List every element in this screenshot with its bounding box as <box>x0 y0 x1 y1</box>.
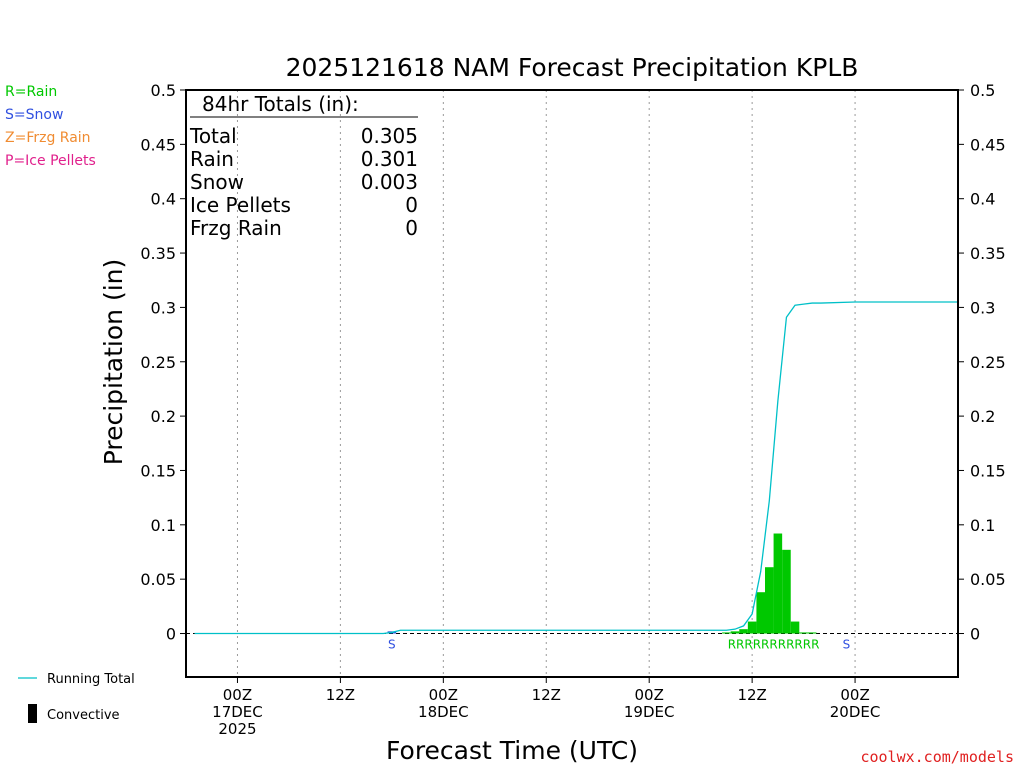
y-tick-label: 0.1 <box>970 516 995 535</box>
precip-type-legend-item: R=Rain <box>5 84 57 100</box>
totals-row-label: Ice Pellets <box>190 193 291 217</box>
y-tick-label: 0.15 <box>140 461 176 480</box>
precip-type-legend: R=Rain S=Snow Z=Frzg Rain P=Ice Pellets <box>5 84 96 169</box>
precip-bar <box>807 632 817 634</box>
precip-type-label: S <box>388 638 396 652</box>
grid-lines <box>236 90 856 677</box>
x-tick-label: 00Z <box>223 686 252 704</box>
precip-bar <box>739 629 748 634</box>
x-tick-label: 2025 <box>218 720 256 738</box>
precip-bar <box>773 533 783 634</box>
y-axis-label: Precipitation (in) <box>99 259 128 466</box>
x-tick-label: 00Z <box>429 686 458 704</box>
precip-type-legend-item: S=Snow <box>5 107 63 123</box>
precip-bar <box>722 632 731 634</box>
y-tick-label: 0.5 <box>970 81 995 100</box>
precip-type-labels: S RRRRRRRRRRR S <box>388 638 850 652</box>
precip-bar <box>747 621 757 634</box>
x-tick-label: 00Z <box>840 686 869 704</box>
y-tick-label: 0.4 <box>970 190 995 209</box>
y-tick-label: 0.5 <box>151 81 176 100</box>
totals-row-value: 0.003 <box>361 170 418 194</box>
x-tick-label: 20DEC <box>830 703 881 721</box>
y-tick-label: 0.25 <box>140 353 176 372</box>
totals-row-value: 0.301 <box>361 147 418 171</box>
y-tick-label: 0.25 <box>970 353 1006 372</box>
x-tick-label: 18DEC <box>418 703 469 721</box>
precip-bar <box>782 549 791 634</box>
totals-row-value: 0 <box>405 216 418 240</box>
y-tick-label: 0.3 <box>151 298 176 317</box>
x-tick-label: 00Z <box>635 686 664 704</box>
y-tick-label: 0.45 <box>140 135 176 154</box>
precip-type-legend-item: Z=Frzg Rain <box>5 130 91 146</box>
y-tick-label: 0.35 <box>970 244 1006 263</box>
y-tick-label: 0.1 <box>151 516 176 535</box>
x-axis-label: Forecast Time (UTC) <box>386 736 638 765</box>
precip-bar <box>756 592 765 634</box>
x-tick-label: 17DEC <box>212 703 263 721</box>
legend-item-label: Running Total <box>47 672 135 687</box>
y-tick-label: 0.05 <box>140 570 176 589</box>
credit-text: coolwx.com/models <box>860 748 1014 766</box>
precip-bar <box>765 567 774 634</box>
y-tick-label: 0.2 <box>151 407 176 426</box>
y-tick-label: 0.35 <box>140 244 176 263</box>
y-tick-label: 0.45 <box>970 135 1006 154</box>
totals-box: 84hr Totals (in): Total 0.305 Rain 0.301 Snow… <box>189 92 418 240</box>
x-tick-label: 12Z <box>532 686 561 704</box>
legend-item-label: Convective <box>47 708 120 723</box>
y-axis-right: 0 0.05 0.1 0.15 0.2 0.25 0.3 0.35 0.4 0.45 0.5 <box>958 81 1006 644</box>
precip-type-label: RRRRRRRRRRR <box>728 638 820 652</box>
totals-row-label: Total <box>189 124 237 148</box>
x-tick-label: 12Z <box>326 686 355 704</box>
y-axis-left: 0 0.05 0.1 0.15 0.2 0.25 0.3 0.35 0.4 0.45 0.5 <box>140 81 186 644</box>
totals-heading: 84hr Totals (in): <box>202 92 359 116</box>
totals-row-value: 0 <box>405 193 418 217</box>
y-tick-label: 0.2 <box>970 407 995 426</box>
totals-row-label: Frzg Rain <box>190 216 282 240</box>
y-tick-label: 0.15 <box>970 461 1006 480</box>
y-tick-label: 0.05 <box>970 570 1006 589</box>
running-total-line <box>194 301 958 635</box>
legend-swatch-bar <box>28 704 37 723</box>
x-tick-label: 19DEC <box>624 703 675 721</box>
precip-bar <box>799 632 808 634</box>
y-tick-label: 0 <box>166 625 176 644</box>
series-legend: Running Total Convective <box>18 672 135 723</box>
precip-bar <box>730 631 740 634</box>
x-tick-label: 12Z <box>737 686 766 704</box>
precip-type-label: S <box>843 638 851 652</box>
y-tick-label: 0.3 <box>970 298 995 317</box>
y-tick-label: 0 <box>970 625 980 644</box>
totals-row-label: Rain <box>190 147 234 171</box>
precip-type-legend-item: P=Ice Pellets <box>5 153 96 169</box>
plot-frame <box>185 89 959 678</box>
y-tick-label: 0.4 <box>151 190 176 209</box>
chart-title: 2025121618 NAM Forecast Precipitation KP… <box>286 53 859 82</box>
totals-row-value: 0.305 <box>361 124 418 148</box>
totals-row-label: Snow <box>190 170 244 194</box>
precip-bar <box>790 621 800 634</box>
